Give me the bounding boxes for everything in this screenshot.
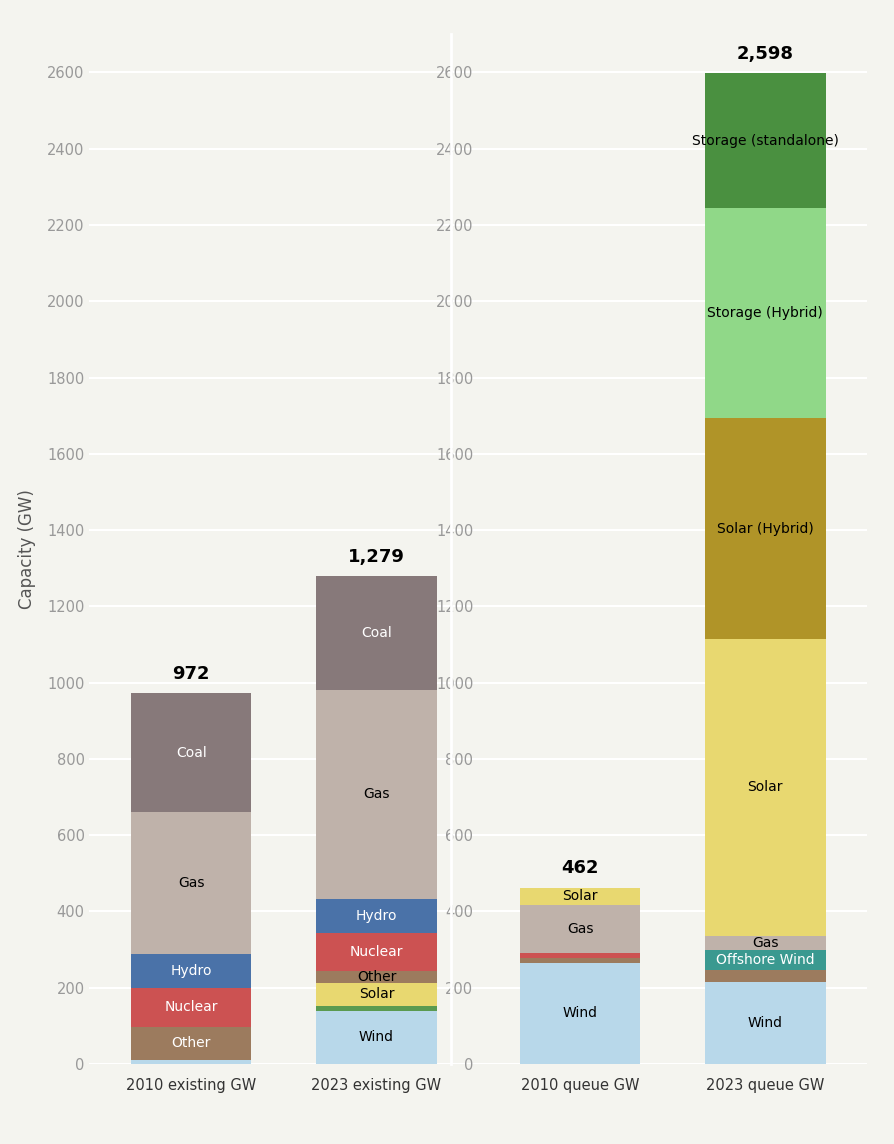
Text: Nuclear: Nuclear [164,1001,218,1015]
Bar [131,812,251,954]
Text: 1,279: 1,279 [348,548,405,565]
Text: Other: Other [357,970,396,984]
Text: Wind: Wind [747,1016,783,1030]
Text: Coal: Coal [361,626,392,639]
Bar [316,1006,436,1010]
Bar [131,1060,251,1064]
Bar [520,888,640,905]
Bar [705,638,825,936]
Bar [316,577,436,690]
Bar [131,988,251,1026]
Text: Solar: Solar [358,987,394,1001]
Bar [520,963,640,1064]
Text: Solar (Hybrid): Solar (Hybrid) [717,522,814,535]
Bar [316,690,436,899]
Text: Wind: Wind [358,1031,394,1044]
Bar [520,953,640,959]
Text: 972: 972 [173,665,210,683]
Text: Hydro: Hydro [171,964,212,978]
Text: Coal: Coal [176,746,207,760]
Text: Nuclear: Nuclear [350,945,403,959]
Bar [316,1010,436,1064]
Text: Hydro: Hydro [356,909,397,923]
Text: 462: 462 [561,859,599,877]
Bar [520,905,640,953]
Bar [131,693,251,812]
Text: Gas: Gas [752,936,779,950]
Text: Other: Other [172,1036,211,1050]
Bar [705,950,825,970]
Text: Gas: Gas [363,787,390,801]
Bar [705,982,825,1064]
Bar [131,954,251,988]
Bar [316,934,436,971]
Text: 2,598: 2,598 [737,45,794,63]
Text: Offshore Wind: Offshore Wind [716,953,814,967]
Bar [520,959,640,963]
Text: Solar: Solar [562,889,598,904]
Bar [131,1026,251,1060]
Text: Gas: Gas [567,922,594,936]
Bar [316,971,436,983]
Bar [316,983,436,1006]
Bar [705,936,825,950]
Bar [705,970,825,982]
Text: Wind: Wind [562,1007,598,1020]
Text: Gas: Gas [178,876,205,890]
Text: Storage (Hybrid): Storage (Hybrid) [707,307,823,320]
Text: Storage (standalone): Storage (standalone) [692,134,839,148]
Bar [316,899,436,934]
Bar [705,419,825,638]
Y-axis label: Capacity (GW): Capacity (GW) [18,490,36,609]
Bar [705,73,825,208]
Bar [705,208,825,419]
Text: Solar: Solar [747,780,783,794]
